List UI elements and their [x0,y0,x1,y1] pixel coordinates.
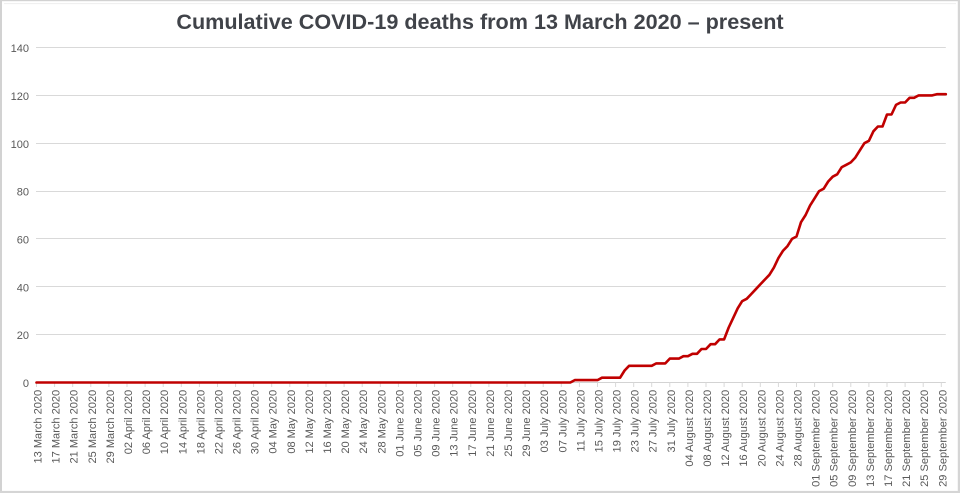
svg-text:25 March 2020: 25 March 2020 [87,390,99,464]
svg-text:20 August 2020: 20 August 2020 [756,390,768,467]
svg-text:07 July 2020: 07 July 2020 [557,390,569,453]
svg-text:21 March 2020: 21 March 2020 [69,390,81,464]
svg-text:04 August 2020: 04 August 2020 [684,390,696,467]
svg-text:29 June 2020: 29 June 2020 [521,390,533,457]
svg-text:01 September 2020: 01 September 2020 [811,390,823,487]
svg-text:26 April 2020: 26 April 2020 [232,390,244,455]
svg-text:100: 100 [11,139,29,151]
svg-text:05 June 2020: 05 June 2020 [413,390,425,457]
svg-text:17 March 2020: 17 March 2020 [51,390,63,464]
svg-text:25 September 2020: 25 September 2020 [919,390,931,487]
svg-text:01 June 2020: 01 June 2020 [394,390,406,457]
svg-text:60: 60 [17,235,29,247]
svg-text:18 April 2020: 18 April 2020 [195,390,207,455]
svg-text:0: 0 [23,378,29,390]
svg-text:40: 40 [17,282,29,294]
svg-text:05 September 2020: 05 September 2020 [829,390,841,487]
svg-text:29 March 2020: 29 March 2020 [105,390,117,464]
svg-text:Cumulative COVID-19 deaths fro: Cumulative COVID-19 deaths from 13 March… [176,9,783,34]
svg-text:09 September 2020: 09 September 2020 [847,390,859,487]
svg-text:29 September 2020: 29 September 2020 [937,390,949,487]
svg-text:28 May 2020: 28 May 2020 [376,390,388,454]
svg-text:30 April 2020: 30 April 2020 [250,390,262,455]
svg-text:24 August 2020: 24 August 2020 [774,390,786,467]
svg-text:28 August 2020: 28 August 2020 [793,390,805,467]
svg-text:13 June 2020: 13 June 2020 [449,390,461,457]
svg-text:24 May 2020: 24 May 2020 [358,390,370,454]
svg-text:25 June 2020: 25 June 2020 [503,390,515,457]
svg-text:12 May 2020: 12 May 2020 [304,390,316,454]
svg-text:03 July 2020: 03 July 2020 [539,390,551,453]
svg-text:08 May 2020: 08 May 2020 [286,390,298,454]
svg-text:140: 140 [11,43,29,55]
svg-text:02 April 2020: 02 April 2020 [123,390,135,455]
svg-text:10 April 2020: 10 April 2020 [159,390,171,455]
svg-text:21 June 2020: 21 June 2020 [485,390,497,457]
svg-text:16 August 2020: 16 August 2020 [738,390,750,467]
svg-text:20: 20 [17,330,29,342]
svg-text:13 March 2020: 13 March 2020 [33,390,45,464]
svg-text:11 July 2020: 11 July 2020 [575,390,587,452]
svg-text:08 August 2020: 08 August 2020 [702,390,714,467]
svg-text:31 July 2020: 31 July 2020 [666,390,678,453]
svg-text:15 July 2020: 15 July 2020 [594,390,606,453]
svg-text:04 May 2020: 04 May 2020 [268,390,280,454]
svg-text:120: 120 [11,91,29,103]
svg-text:21 September 2020: 21 September 2020 [901,390,913,487]
svg-text:22 April 2020: 22 April 2020 [214,390,226,455]
svg-text:20 May 2020: 20 May 2020 [340,390,352,454]
svg-text:12 August 2020: 12 August 2020 [720,390,732,467]
svg-text:27 July 2020: 27 July 2020 [648,390,660,453]
svg-text:09 June 2020: 09 June 2020 [431,390,443,457]
svg-text:14 April 2020: 14 April 2020 [177,390,189,455]
svg-text:80: 80 [17,187,29,199]
svg-text:23 July 2020: 23 July 2020 [630,390,642,453]
svg-text:06 April 2020: 06 April 2020 [141,390,153,455]
svg-text:13 September 2020: 13 September 2020 [865,390,877,487]
svg-text:17 June 2020: 17 June 2020 [467,390,479,457]
svg-text:19 July 2020: 19 July 2020 [612,390,624,453]
svg-text:17 September 2020: 17 September 2020 [883,390,895,487]
svg-text:16 May 2020: 16 May 2020 [322,390,334,454]
